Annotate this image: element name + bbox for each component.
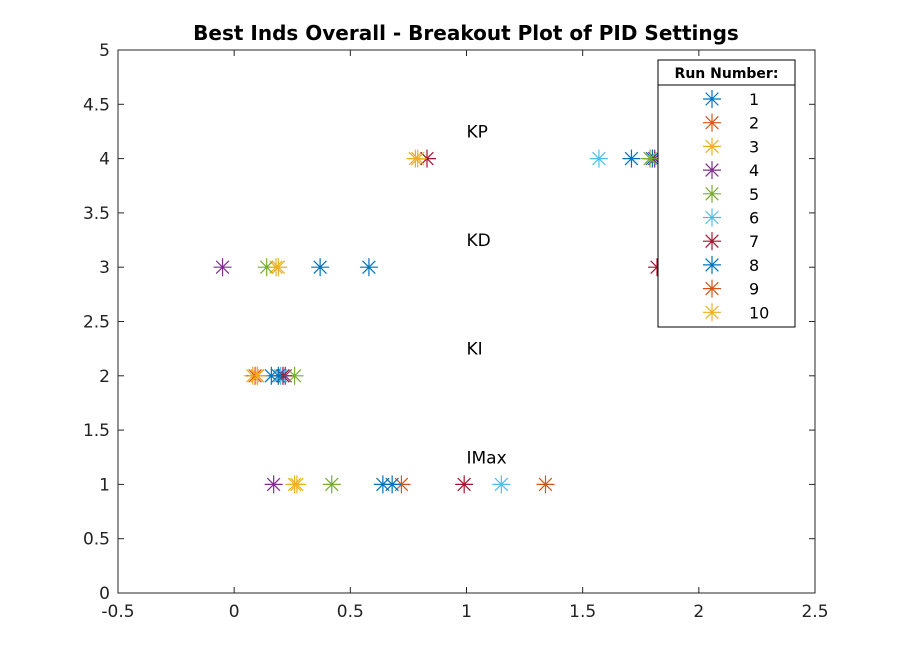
legend-label-run-4: 4 — [749, 161, 759, 180]
x-tick-label: 1.5 — [569, 602, 596, 622]
y-tick-label: 4 — [99, 150, 110, 170]
legend-marker-run-9 — [703, 279, 721, 298]
y-tick-label: 3.5 — [83, 204, 110, 224]
data-point-run-4 — [264, 475, 283, 494]
legend-marker-run-3 — [703, 137, 721, 156]
legend-entries: 1 2 3 4 5 6 7 8 9 10 — [703, 90, 769, 322]
annotations: KP KD KI IMax — [467, 122, 507, 468]
x-tick-label: 2 — [693, 602, 704, 622]
legend-marker-run-8 — [703, 255, 721, 274]
data-point-run-5 — [641, 149, 660, 168]
legend-label-run-10: 10 — [749, 303, 769, 322]
legend-label-run-7: 7 — [749, 232, 759, 251]
data-point-run-9 — [536, 475, 555, 494]
legend-label-run-2: 2 — [749, 114, 759, 133]
data-point-run-8 — [622, 149, 641, 168]
y-tick-label: 5 — [99, 41, 110, 61]
data-point-run-8 — [383, 475, 402, 494]
legend-label-run-9: 9 — [749, 280, 759, 299]
data-point-run-8 — [269, 366, 288, 385]
y-tick-label: 0.5 — [83, 530, 110, 550]
data-point-run-8 — [311, 258, 330, 277]
y-tick-label: 2 — [99, 367, 110, 387]
annotation-kp: KP — [467, 122, 488, 142]
y-tick-label: 3 — [99, 258, 110, 278]
data-point-run-10 — [287, 475, 306, 494]
legend-label-run-6: 6 — [749, 209, 759, 228]
x-tick-label: 0 — [229, 602, 240, 622]
data-point-run-1 — [359, 258, 378, 277]
legend-marker-run-1 — [703, 90, 721, 108]
data-markers — [213, 149, 720, 494]
y-tick-label: 1 — [99, 475, 110, 495]
axes: -0.5 0 0.5 1 1.5 2 2.500.511.522.533.544.55 — [83, 41, 829, 622]
data-point-run-6 — [589, 149, 608, 168]
legend-box — [657, 59, 796, 328]
legend: Run Number: 1 2 3 4 5 6 7 8 9 10 — [657, 59, 796, 328]
legend-label-run-5: 5 — [749, 185, 759, 204]
x-tick-label: 2.5 — [801, 602, 828, 622]
data-point-run-4 — [213, 258, 232, 277]
x-tick-label: 0.5 — [337, 602, 364, 622]
legend-label-run-1: 1 — [749, 90, 759, 109]
legend-marker-run-7 — [703, 232, 721, 251]
legend-title: Run Number: — [675, 66, 779, 82]
legend-marker-run-6 — [703, 208, 721, 227]
legend-marker-run-5 — [703, 184, 721, 203]
x-tick-label: -0.5 — [101, 602, 134, 622]
y-tick-label: 0 — [99, 584, 110, 604]
x-tick-label: 1 — [461, 602, 472, 622]
y-tick-label: 2.5 — [83, 313, 110, 333]
legend-marker-run-2 — [703, 113, 721, 132]
legend-label-run-3: 3 — [749, 137, 759, 156]
legend-marker-run-10 — [703, 303, 721, 322]
annotation-imax: IMax — [467, 448, 507, 468]
chart-title: Best Inds Overall - Breakout Plot of PID… — [193, 21, 739, 45]
y-tick-label: 4.5 — [83, 95, 110, 115]
data-point-run-7 — [455, 475, 474, 494]
annotation-kd: KD — [467, 231, 491, 251]
legend-label-run-8: 8 — [749, 256, 759, 275]
data-point-run-5 — [322, 475, 341, 494]
y-tick-label: 1.5 — [83, 421, 110, 441]
legend-marker-run-4 — [703, 161, 721, 180]
data-point-run-10 — [269, 258, 288, 277]
data-point-run-6 — [492, 475, 511, 494]
data-point-run-10 — [408, 149, 427, 168]
data-point-run-10 — [248, 366, 267, 385]
annotation-ki: KI — [467, 340, 483, 360]
